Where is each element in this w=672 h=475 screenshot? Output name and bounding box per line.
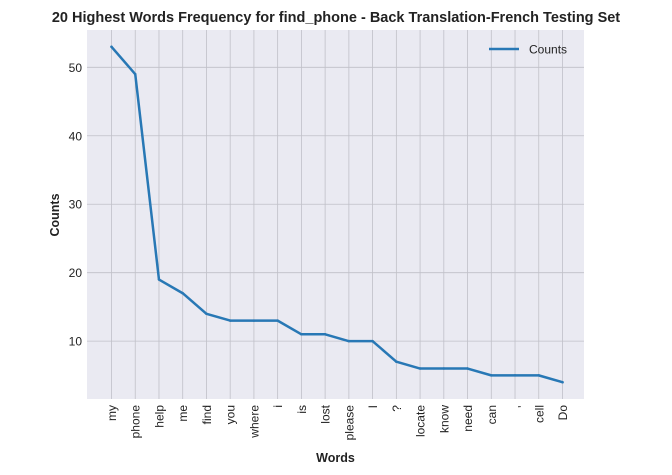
data-point (276, 319, 279, 322)
x-tick-label: phone (129, 405, 143, 439)
x-tick-label: i (271, 405, 285, 408)
y-axis-label: Counts (48, 193, 62, 236)
data-point (252, 319, 256, 322)
x-tick-label: cell (532, 405, 546, 423)
data-point (110, 45, 113, 49)
x-tick-label: Do (556, 405, 570, 421)
data-point (181, 291, 184, 295)
x-tick-label: help (152, 405, 166, 428)
data-point (537, 374, 541, 377)
x-tick-label: my (105, 405, 119, 421)
data-point (466, 367, 469, 370)
data-point (157, 278, 161, 281)
series-layer (110, 45, 564, 384)
x-axis-label: Words (316, 451, 355, 465)
data-point (513, 374, 517, 377)
x-tick-label: me (176, 405, 190, 422)
series-line-counts (110, 45, 564, 384)
y-tick-label: 30 (69, 198, 83, 212)
data-point (347, 339, 351, 343)
x-tick-label: I (366, 405, 380, 408)
plot-area (87, 30, 584, 399)
x-tick-label: , (509, 405, 523, 408)
data-point (300, 333, 303, 336)
legend: Counts (489, 43, 567, 57)
x-tick-label: please (342, 405, 356, 441)
chart-title: 20 Highest Words Frequency for find_phon… (52, 10, 620, 26)
legend-label: Counts (529, 43, 567, 57)
x-tick-labels: my phone help me find you where i is lost please I?… (105, 404, 570, 440)
x-tick-label: where (247, 405, 261, 439)
data-point (561, 380, 564, 384)
y-tick-label: 20 (69, 266, 83, 280)
x-tick-label: lost (319, 404, 333, 423)
data-point (442, 367, 446, 370)
data-point (371, 339, 374, 343)
y-tick-label: 10 (69, 335, 83, 349)
y-tick-label: 40 (69, 129, 83, 143)
grid (87, 30, 584, 399)
data-point (133, 72, 137, 76)
x-tick-label: need (461, 405, 475, 432)
data-point (395, 360, 398, 363)
x-tick-label: locate (414, 405, 428, 437)
data-point (228, 319, 232, 322)
data-point (490, 374, 493, 377)
data-point (323, 333, 327, 336)
x-tick-label: ? (390, 405, 404, 412)
x-tick-label: can (485, 405, 499, 424)
data-point (205, 312, 208, 316)
y-tick-labels: 10 20 30 40 50 (69, 61, 83, 349)
data-point (418, 367, 422, 370)
x-tick-label: you (224, 405, 238, 424)
y-tick-label: 50 (69, 61, 83, 75)
x-tick-label: is (295, 405, 309, 414)
x-tick-label: find (200, 405, 214, 424)
x-tick-label: know (437, 405, 451, 433)
